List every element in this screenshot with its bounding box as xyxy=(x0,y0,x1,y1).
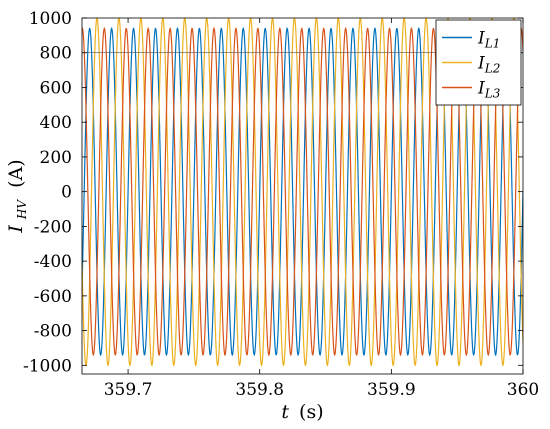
legend-label-IL2: IL2 xyxy=(477,54,500,76)
y-axis-label: I HV (A) xyxy=(5,159,31,233)
legend-label-IL1: IL1 xyxy=(477,29,500,51)
y-tick-label: 400 xyxy=(40,113,72,133)
y-tick-label: -600 xyxy=(34,287,72,307)
series-line-IL1 xyxy=(82,27,523,357)
y-axis-var: I xyxy=(5,225,27,234)
legend-label-IL3: IL3 xyxy=(477,79,501,101)
series-line-IL3 xyxy=(82,27,523,357)
x-axis-label: t (s) xyxy=(281,401,323,423)
x-tick-label: 359.9 xyxy=(367,380,416,400)
x-tick-label: 359.7 xyxy=(104,380,153,400)
axes-box xyxy=(81,17,524,375)
series-group xyxy=(82,18,523,367)
x-tick-label: 359.8 xyxy=(235,380,284,400)
y-tick-label: 600 xyxy=(40,78,72,98)
y-tick-label: 800 xyxy=(40,44,72,64)
y-axis-unit: (A) xyxy=(5,159,27,188)
y-tick-label: 1000 xyxy=(29,9,72,29)
y-tick-label: -200 xyxy=(34,217,72,237)
legend: IL1 IL2 IL3 xyxy=(435,19,522,106)
x-axis-var: t xyxy=(281,401,289,423)
y-tick-label: -800 xyxy=(34,322,72,342)
x-axis-unit: (s) xyxy=(299,401,324,423)
axes: 1000 800 600 400 200 0 -200 -400 -600 -800 -1000 35… xyxy=(23,9,539,400)
y-tick-label: 0 xyxy=(61,183,72,203)
y-tick-label: -400 xyxy=(34,252,72,272)
y-axis-sub: HV xyxy=(15,199,29,220)
x-tick-label: 360 xyxy=(507,380,539,400)
y-tick-label: -1000 xyxy=(23,356,72,376)
y-tick-label: 200 xyxy=(40,148,72,168)
